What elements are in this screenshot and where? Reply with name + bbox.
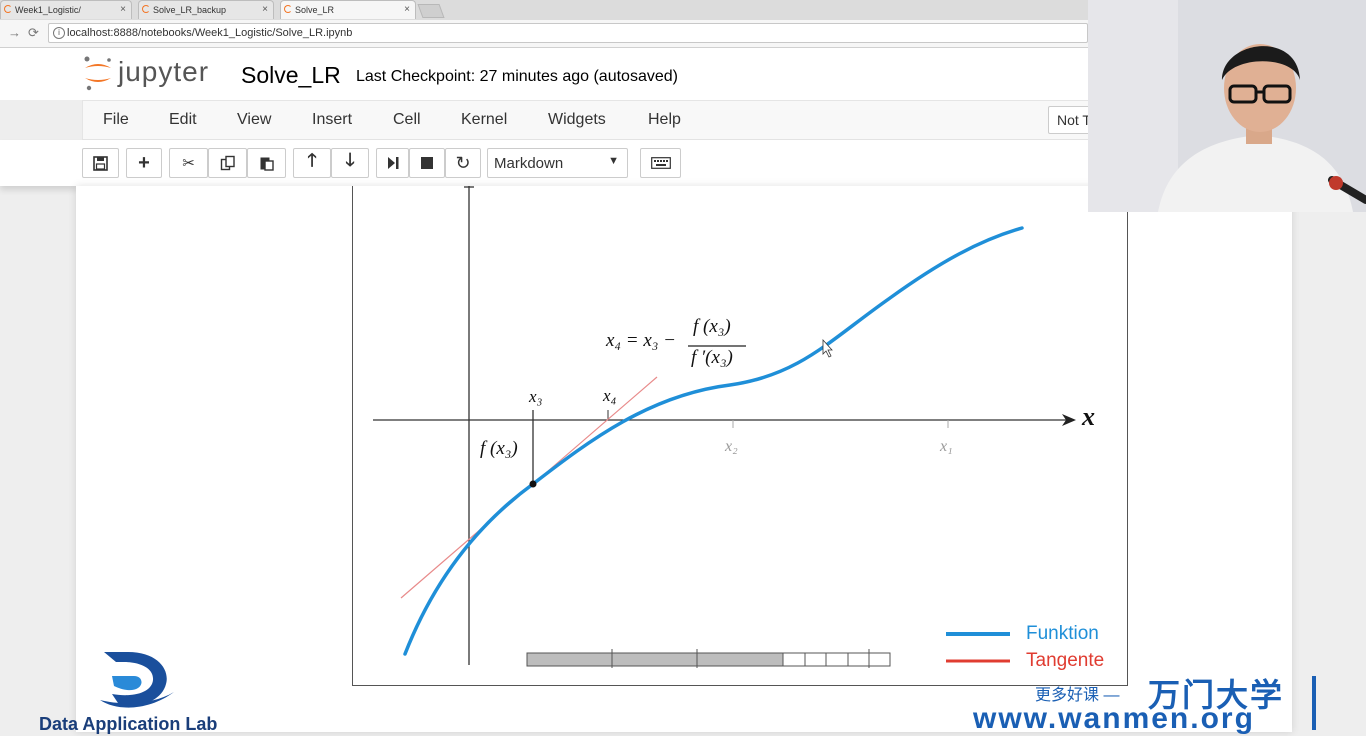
info-icon: i xyxy=(53,27,65,39)
browser-tab-solve-lr[interactable]: Solve_LR × xyxy=(280,0,416,19)
formula-denominator: f ′(x₃) xyxy=(691,347,733,368)
tab-close-icon[interactable]: × xyxy=(404,4,410,15)
menu-edit[interactable]: Edit xyxy=(169,111,197,128)
presenter-video xyxy=(1088,0,1366,212)
jupyter-brand[interactable]: jupyter xyxy=(118,56,210,87)
menu-file[interactable]: File xyxy=(103,111,129,128)
jupyter-favicon-icon xyxy=(284,5,292,13)
cell-type-select[interactable]: Markdown ▼ xyxy=(487,148,628,178)
legend-tangente: Tangente xyxy=(1026,650,1105,671)
tab-label: Solve_LR_backup xyxy=(153,5,227,15)
copy-button[interactable] xyxy=(208,148,247,178)
menu-cell[interactable]: Cell xyxy=(393,111,421,128)
menu-insert[interactable]: Insert xyxy=(312,111,353,128)
reload-icon[interactable]: ⟳ xyxy=(28,25,39,40)
label-x3: x₃ xyxy=(529,387,543,406)
watermark-divider xyxy=(1312,676,1316,730)
restart-kernel-button[interactable]: ↻ xyxy=(445,148,481,178)
plus-icon: + xyxy=(138,151,150,174)
kernel-trusted-indicator[interactable]: Not T xyxy=(1048,106,1092,134)
browser-tab-week1[interactable]: Week1_Logistic/ × xyxy=(0,0,132,19)
notebook-title[interactable]: Solve_LR xyxy=(241,62,341,88)
label-x2: x₂ xyxy=(725,438,738,455)
scissors-icon: ✂ xyxy=(182,155,195,172)
webcam-video-overlay xyxy=(1088,0,1366,212)
jupyter-favicon-icon xyxy=(4,5,12,13)
cell-type-value: Markdown xyxy=(494,155,564,172)
caret-down-icon: ▼ xyxy=(608,155,619,167)
x-axis-label: x xyxy=(1082,402,1095,431)
new-tab-button[interactable] xyxy=(417,4,445,18)
arrow-up-icon: 🡑 xyxy=(307,150,317,170)
figure-frame xyxy=(352,186,1128,686)
url-input[interactable]: i localhost:8888/notebooks/Week1_Logisti… xyxy=(48,23,1088,43)
browser-tab-bar: Week1_Logistic/ × Solve_LR_backup × Solv… xyxy=(0,0,1366,20)
label-f-x3: f (x₃) xyxy=(480,438,518,459)
label-x1: x₁ xyxy=(940,438,953,455)
arrow-down-icon: 🡓 xyxy=(345,150,355,170)
legend-funktion: Funktion xyxy=(1026,623,1099,644)
menu-help[interactable]: Help xyxy=(648,111,681,128)
clipboard-icon xyxy=(260,157,274,171)
menu-view[interactable]: View xyxy=(237,111,272,128)
floppy-disk-icon xyxy=(93,155,108,171)
browser-tab-solve-lr-backup[interactable]: Solve_LR_backup × xyxy=(138,0,274,19)
move-cell-down-button[interactable]: 🡓 xyxy=(331,148,369,178)
tab-close-icon[interactable]: × xyxy=(120,4,126,15)
command-palette-button[interactable] xyxy=(640,148,681,178)
interrupt-kernel-button[interactable] xyxy=(409,148,445,178)
wanmen-url: www.wanmen.org xyxy=(973,702,1255,735)
formula-lhs: x₄ = x₃ − xyxy=(606,330,676,351)
checkpoint-status: Last Checkpoint: 27 minutes ago (autosav… xyxy=(356,68,678,85)
keyboard-icon xyxy=(650,157,671,169)
paste-button[interactable] xyxy=(247,148,286,178)
refresh-icon: ↻ xyxy=(455,152,471,173)
stop-icon xyxy=(421,157,433,169)
copy-icon xyxy=(220,155,235,171)
tab-label: Solve_LR xyxy=(295,5,335,15)
data-application-lab-text: Data Application Lab xyxy=(39,714,218,734)
menu-widgets[interactable]: Widgets xyxy=(548,111,606,128)
cut-button[interactable]: ✂ xyxy=(169,148,208,178)
tab-close-icon[interactable]: × xyxy=(262,4,268,15)
insert-cell-button[interactable]: + xyxy=(126,148,162,178)
save-button[interactable] xyxy=(82,148,119,178)
tab-label: Week1_Logistic/ xyxy=(15,5,81,15)
jupyter-logo-icon[interactable] xyxy=(82,54,114,92)
move-cell-up-button[interactable]: 🡑 xyxy=(293,148,331,178)
run-cell-button[interactable] xyxy=(376,148,409,178)
label-x4: x₄ xyxy=(603,386,617,405)
formula-numerator: f (x₃) xyxy=(693,316,731,337)
wanmen-brand: 万门大学 xyxy=(1148,677,1285,713)
forward-arrow-icon[interactable]: → xyxy=(8,25,21,40)
data-application-lab-logo-icon xyxy=(100,652,174,708)
menu-bar: File Edit View Insert Cell Kernel Widget… xyxy=(82,100,1092,140)
url-text: localhost:8888/notebooks/Week1_Logistic/… xyxy=(67,27,353,39)
jupyter-favicon-icon xyxy=(142,5,150,13)
wanmen-slogan: 更多好课 — xyxy=(1035,687,1120,704)
step-forward-icon xyxy=(387,157,398,169)
menu-kernel[interactable]: Kernel xyxy=(461,111,508,128)
